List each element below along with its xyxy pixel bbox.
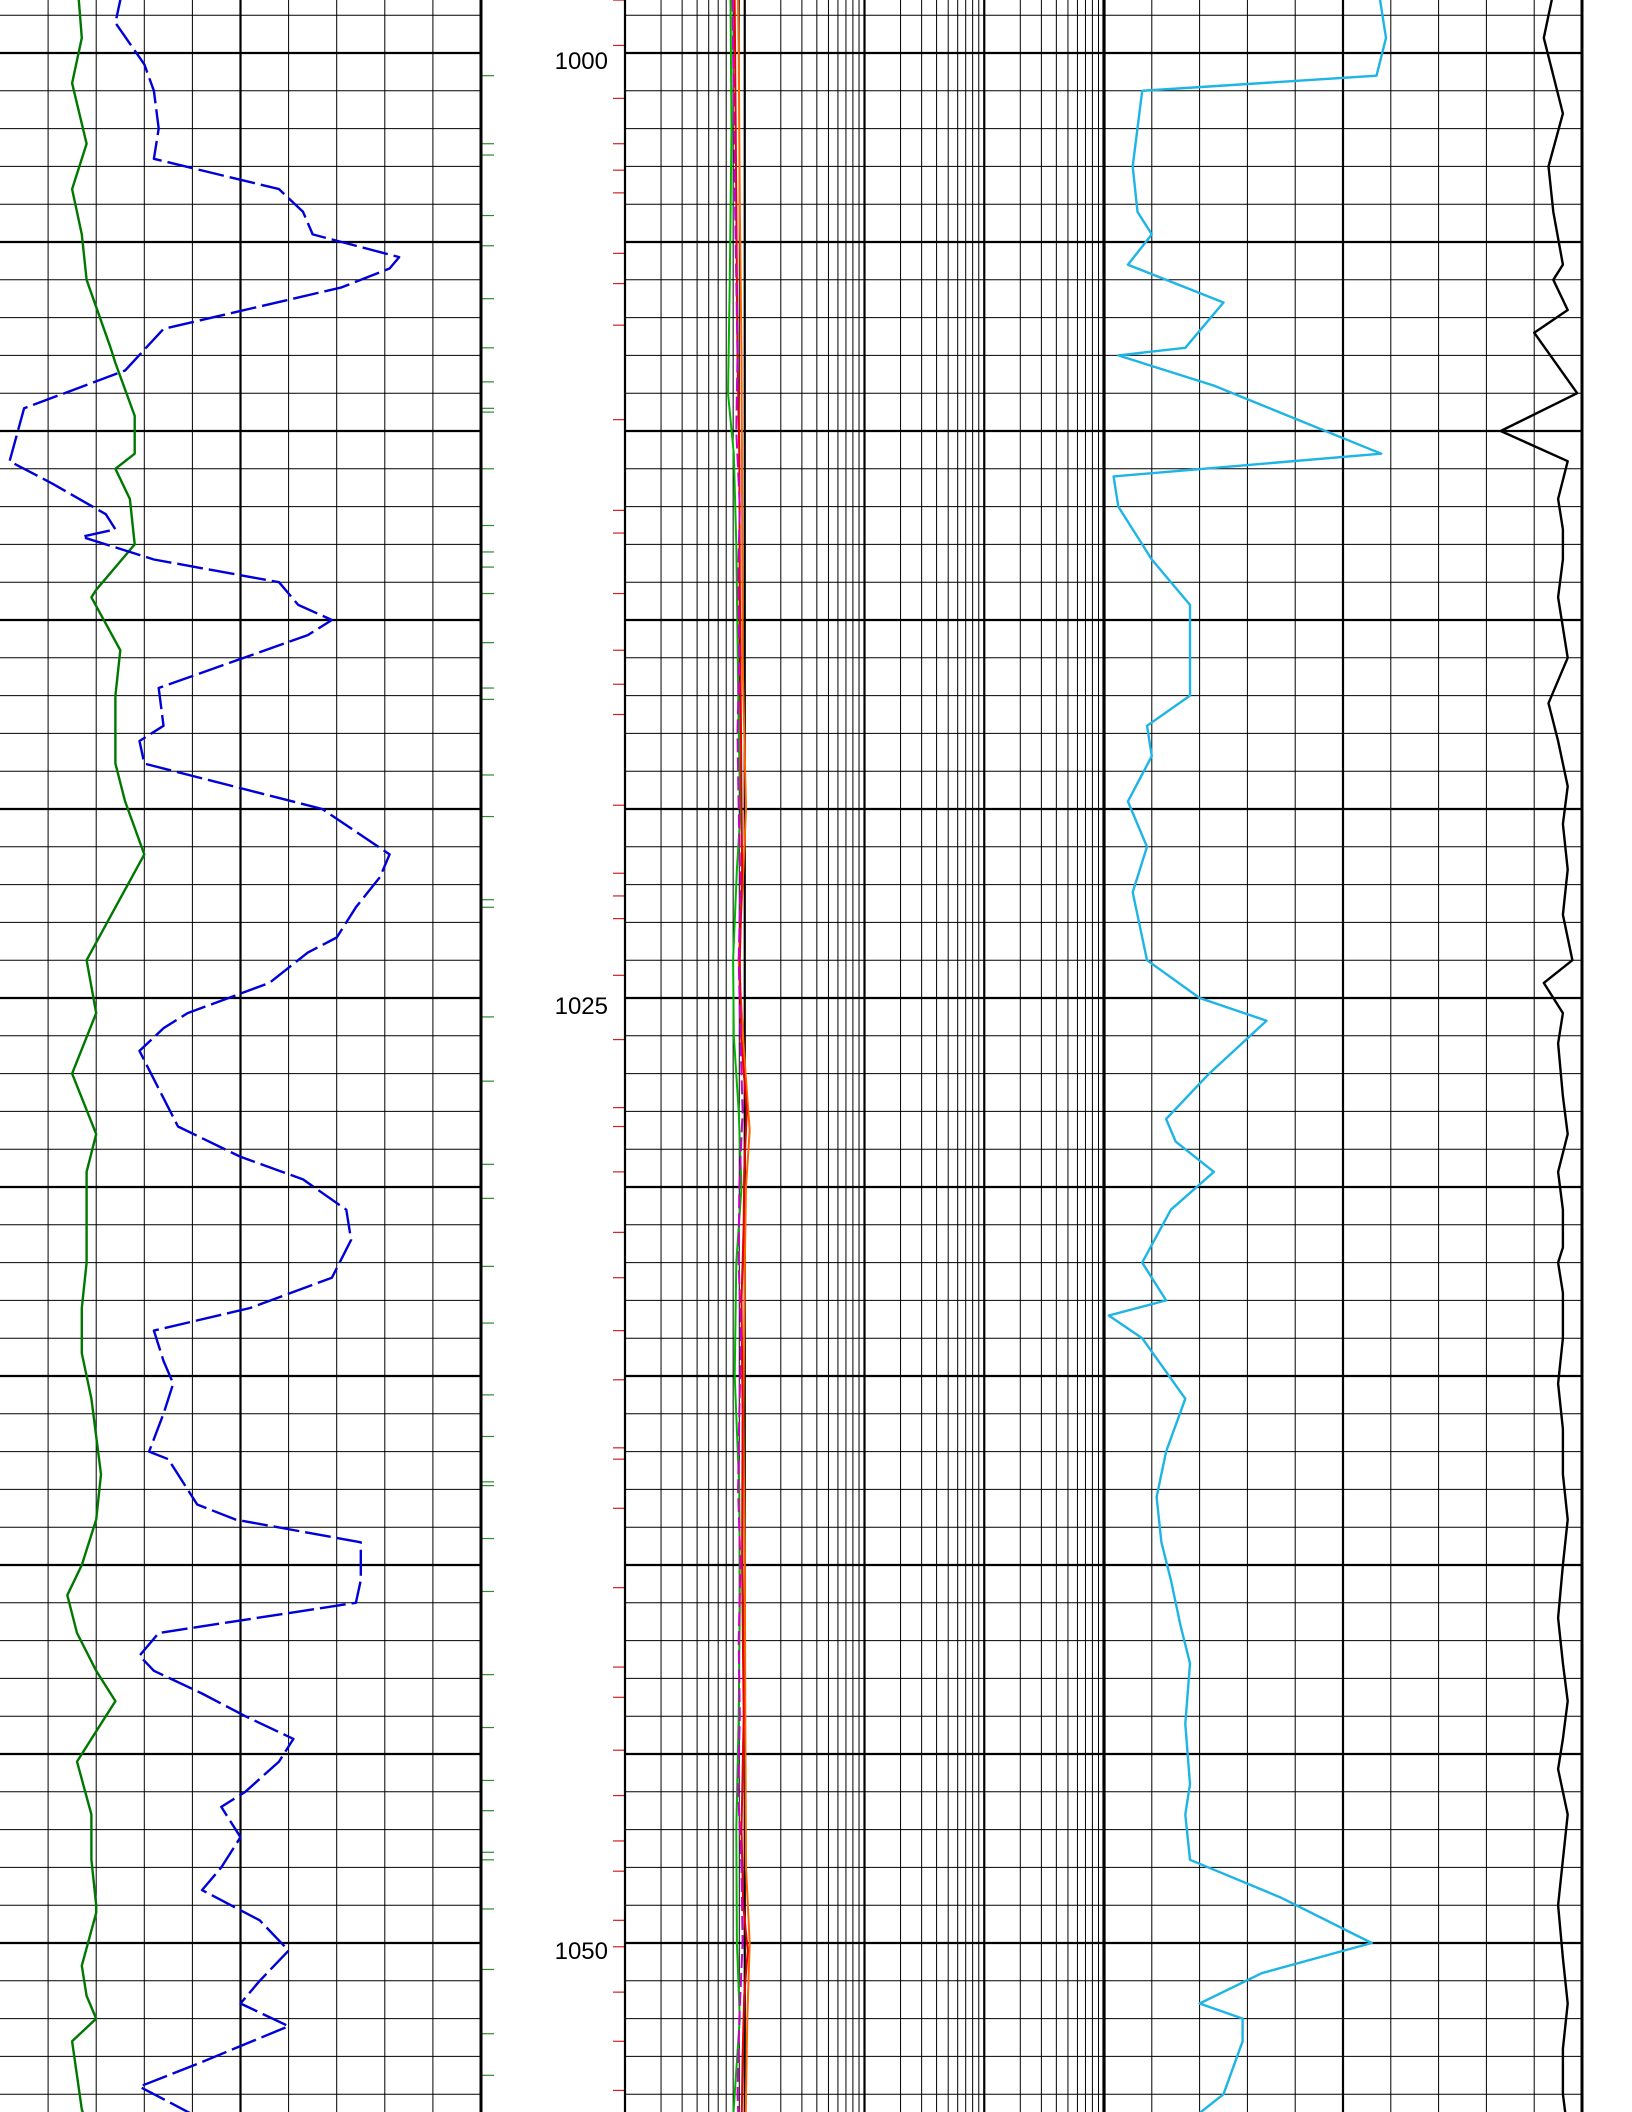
depth-tick-label: 1025 xyxy=(555,993,608,1020)
curve-middle-0 xyxy=(727,0,743,2112)
curves xyxy=(8,0,1579,2112)
curve-middle-1 xyxy=(737,0,751,2112)
curve-right-1 xyxy=(1499,0,1579,2112)
curve-right-0 xyxy=(1107,0,1388,2112)
depth-ticks xyxy=(482,0,625,2092)
curve-middle-3 xyxy=(731,0,744,2112)
depth-tick-label: 1050 xyxy=(555,1938,608,1965)
curve-left-1 xyxy=(8,0,401,2112)
curve-left-0 xyxy=(66,0,146,2112)
depth-tick-label: 1000 xyxy=(555,48,608,75)
depth-labels: 1000 1025 1050 xyxy=(555,48,608,1965)
grid-fine xyxy=(0,0,1582,2112)
grid-major xyxy=(0,0,1584,2112)
